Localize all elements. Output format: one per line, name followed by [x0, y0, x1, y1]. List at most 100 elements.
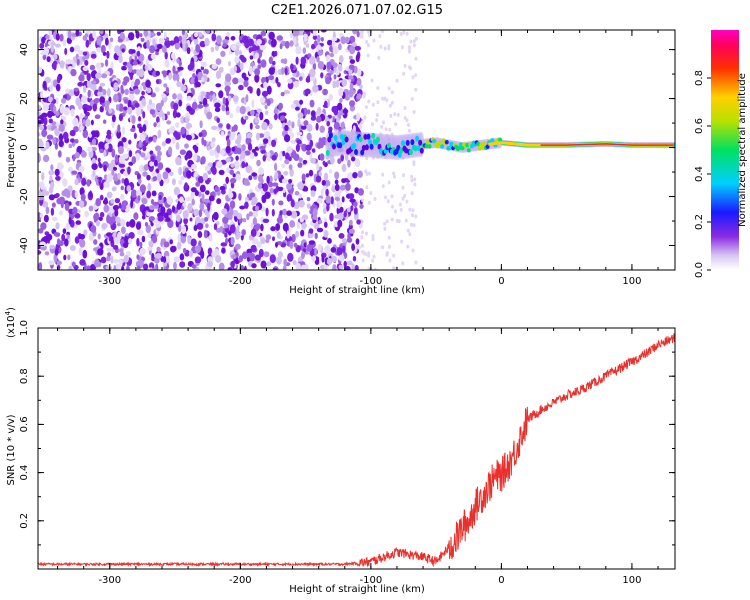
colorbar-ticks: 0.0 0.2 0.4 0.6 0.8: [694, 70, 711, 278]
spectrogram-noise-cell: [296, 220, 301, 229]
spectrogram-noise-cell: [88, 205, 94, 212]
spectrogram-noise-cell: [351, 243, 355, 251]
spectrogram-noise-cell: [363, 91, 366, 96]
spectrogram-noise-cell: [180, 84, 187, 92]
spectrogram-noise-cell: [139, 103, 143, 108]
snr-series-line: [38, 333, 675, 568]
spectrogram-noise-cell: [301, 173, 306, 182]
spectrogram-noise-cell: [108, 235, 112, 242]
spectrogram-noise-cell: [311, 148, 316, 153]
spectrogram-noise-cell: [315, 162, 320, 171]
spectrogram-noise-cell: [228, 187, 232, 195]
spectrogram-signal-cell: [328, 132, 333, 139]
spectrogram-noise-cell: [292, 37, 297, 46]
spectrogram-noise-cell: [191, 163, 197, 170]
spectrogram-noise-cell: [120, 226, 126, 234]
spectrogram-noise-cell: [282, 222, 289, 232]
spectrogram-noise-cell: [403, 63, 407, 68]
y-tick-label: 20: [19, 92, 30, 105]
spectrogram-signal-cell: [375, 136, 380, 143]
spectrogram-noise-cell: [363, 115, 367, 120]
spectrogram-noise-cell: [163, 31, 167, 39]
spectrogram-noise-cell: [159, 179, 164, 187]
spectrogram-noise-cell: [163, 241, 170, 248]
spectrogram-noise-cell: [76, 58, 80, 66]
spectrogram-noise-cell: [229, 207, 234, 216]
spectrogram-noise-cell: [105, 59, 109, 67]
spectrogram-noise-cell: [175, 142, 180, 150]
spectrogram-noise-cell: [41, 129, 48, 138]
spectrogram-noise-cell: [233, 124, 238, 132]
spectrogram-noise-cell: [318, 166, 323, 171]
spectrogram-noise-cell: [206, 30, 210, 35]
spectrogram-noise-cell: [277, 186, 284, 192]
spectrogram-noise-cell: [82, 85, 87, 93]
spectrogram-noise-cell: [94, 258, 100, 268]
spectrogram-noise-cell: [244, 115, 249, 120]
spectrogram-noise-cell: [55, 232, 61, 238]
spectrogram-noise-cell: [378, 34, 382, 39]
spectrogram-noise-cell: [74, 178, 79, 186]
spectrogram-noise-cell: [226, 166, 230, 174]
spectrogram-noise-cell: [65, 58, 72, 65]
spectrogram-noise-cell: [77, 81, 84, 87]
spectrogram-noise-cell: [260, 260, 267, 269]
spectrogram-noise-cell: [376, 100, 380, 105]
spectrogram-noise-cell: [295, 46, 302, 55]
spectrogram-noise-cell: [113, 258, 119, 264]
spectrogram-noise-cell: [180, 234, 187, 244]
spectrogram-noise-cell: [341, 178, 346, 184]
spectrogram-noise-cell: [382, 120, 385, 125]
spectrogram-noise-cell: [38, 262, 43, 270]
spectrogram-noise-cell: [318, 219, 323, 224]
spectrogram-noise-cell: [175, 214, 181, 222]
spectrogram-noise-cell: [110, 132, 114, 138]
spectrogram-noise-cell: [293, 242, 298, 248]
spectrogram-noise-cell: [348, 64, 355, 70]
spectrogram-noise-cell: [384, 127, 388, 132]
spectrogram-noise-cell: [179, 253, 185, 261]
spectrogram-noise-cell: [38, 66, 42, 74]
spectrogram-noise-cell: [165, 138, 171, 144]
spectrogram-noise-cell: [103, 164, 107, 172]
y-tick-label: 1.0: [19, 320, 30, 336]
spectrogram-noise-cell: [195, 216, 201, 225]
spectrogram-noise-cell: [49, 244, 55, 249]
spectrogram-noise-cell: [221, 104, 226, 112]
spectrogram-noise-cell: [187, 64, 194, 71]
spectrogram-noise-cell: [405, 199, 409, 204]
spectrogram-noise-cell: [107, 163, 113, 171]
spectrogram-noise-cell: [289, 40, 294, 47]
spectrogram-noise-cell: [383, 96, 387, 101]
spectrogram-noise-cell: [313, 222, 320, 230]
spectrogram-noise-cell: [317, 60, 325, 70]
spectrogram-noise-cell: [163, 212, 169, 219]
spectrogram-noise-cell: [305, 144, 312, 151]
spectrogram-noise-cell: [190, 77, 196, 85]
spectrogram-noise-cell: [199, 120, 203, 129]
spectrogram-noise-cell: [229, 113, 234, 119]
spectrogram-noise-cell: [365, 231, 368, 236]
spectrogram-noise-cell: [185, 116, 189, 123]
spectrogram-noise-cell: [414, 56, 418, 61]
spectrogram-noise-cell: [216, 144, 221, 154]
spectrogram-noise-cell: [258, 174, 263, 183]
spectrogram-noise-cell: [371, 234, 375, 238]
spectrogram-noise-cell: [365, 40, 369, 44]
spectrogram-noise-cell: [64, 202, 70, 211]
spectrogram-noise-cell: [147, 64, 153, 71]
spectrogram-noise-cell: [48, 194, 55, 201]
spectrogram-noise-cell: [78, 247, 83, 256]
spectrogram-noise-cell: [249, 192, 256, 198]
spectrogram-noise-cell: [344, 265, 351, 270]
spectrogram-noise-cell: [127, 106, 133, 115]
spectrogram-noise-cell: [161, 93, 167, 98]
spectrogram-noise-cell: [101, 73, 108, 79]
spectrogram-noise-cell: [42, 103, 50, 111]
spectrogram-noise-cell: [193, 135, 199, 140]
spectrogram-noise-cell: [396, 112, 400, 117]
spectrogram-noise-cell: [385, 251, 389, 256]
spectrogram-noise-cell: [48, 118, 53, 124]
spectrogram-noise-cell: [68, 265, 73, 270]
spectrogram-noise-cell: [199, 184, 206, 193]
